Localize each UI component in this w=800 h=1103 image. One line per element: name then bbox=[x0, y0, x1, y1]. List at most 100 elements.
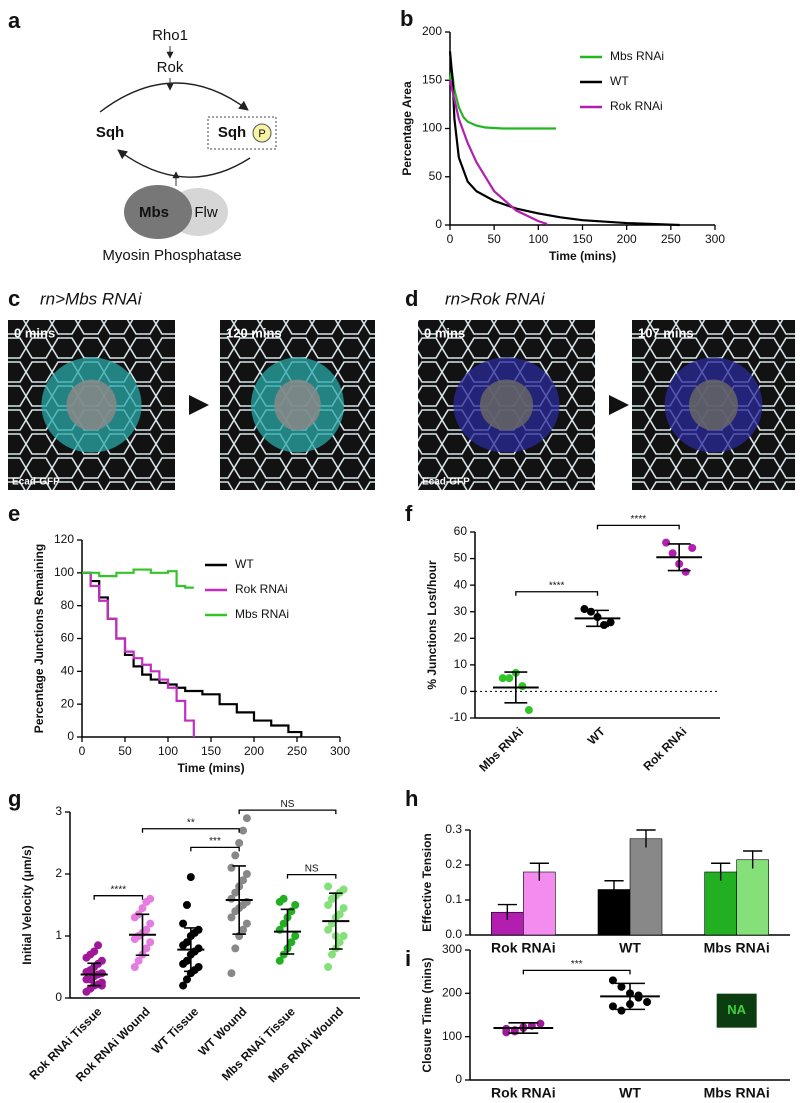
significance-bracket bbox=[286, 873, 337, 879]
y-tick-label: 200 bbox=[442, 986, 462, 1000]
x-tick-label: 150 bbox=[572, 232, 592, 246]
legend-label: Mbs RNAi bbox=[610, 49, 664, 63]
data-point bbox=[231, 888, 240, 897]
x-tick-label: WT Tissue bbox=[149, 1004, 201, 1056]
significance-bracket bbox=[238, 809, 337, 815]
panel-a: a Rho1 Rok Sqh Sqh P Mbs Flw Myosin Phos… bbox=[8, 8, 277, 264]
data-point bbox=[291, 932, 300, 940]
time-label: 0 mins bbox=[424, 325, 465, 340]
overlay bbox=[479, 379, 534, 431]
na-label: NA bbox=[727, 1002, 746, 1017]
x-tick-label: 100 bbox=[158, 744, 178, 758]
y-tick-label: 300 bbox=[442, 942, 462, 956]
panel-label: d bbox=[405, 286, 418, 311]
data-point bbox=[617, 1006, 626, 1015]
data-point bbox=[239, 876, 248, 885]
x-tick-label: 150 bbox=[201, 744, 221, 758]
x-tick-label: Rok RNAi bbox=[640, 724, 689, 773]
data-point bbox=[608, 1002, 617, 1011]
data-point bbox=[239, 826, 248, 835]
data-point bbox=[227, 913, 236, 922]
data-point bbox=[662, 538, 671, 547]
significance-label: *** bbox=[571, 959, 583, 970]
x-tick-label: 200 bbox=[244, 744, 264, 758]
stain-label: Ecad-GFP bbox=[12, 477, 60, 488]
data-point bbox=[279, 919, 288, 928]
arrow bbox=[117, 149, 251, 178]
y-tick-label: 1 bbox=[55, 928, 62, 942]
y-axis-label: Initial Velocity (μm/s) bbox=[20, 845, 34, 964]
data-point bbox=[681, 567, 690, 576]
y-tick-label: 0 bbox=[460, 684, 467, 698]
y-tick-label: 100 bbox=[54, 565, 74, 579]
data-point bbox=[287, 938, 296, 947]
data-point bbox=[231, 944, 240, 953]
y-tick-label: 3 bbox=[55, 804, 62, 818]
data-point bbox=[231, 851, 240, 860]
y-axis-label: Effective Tension bbox=[420, 833, 434, 931]
panel-label: c bbox=[8, 286, 20, 311]
data-point bbox=[242, 814, 251, 823]
y-tick-label: -10 bbox=[450, 710, 468, 724]
data-point bbox=[668, 549, 677, 558]
panel-label: i bbox=[405, 946, 411, 971]
data-point bbox=[94, 941, 103, 950]
significance-label: **** bbox=[549, 580, 565, 591]
series-line bbox=[448, 80, 548, 226]
panel-label: f bbox=[405, 501, 413, 526]
x-tick-label: 300 bbox=[705, 232, 725, 246]
data-point bbox=[194, 963, 203, 971]
data-point bbox=[142, 925, 151, 934]
data-point bbox=[194, 944, 203, 953]
y-axis-label: Closure Time (mins) bbox=[420, 957, 434, 1072]
data-point bbox=[608, 976, 617, 985]
data-point bbox=[324, 901, 333, 909]
x-axis-label: Time (mins) bbox=[549, 249, 616, 263]
data-point bbox=[242, 870, 251, 878]
data-point bbox=[339, 885, 348, 894]
panel-label: e bbox=[8, 501, 20, 526]
caption: Myosin Phosphatase bbox=[102, 247, 241, 264]
y-tick-label: 40 bbox=[61, 664, 75, 678]
arrow bbox=[189, 395, 209, 415]
y-tick-label: 2 bbox=[55, 866, 62, 880]
legend-label: Rok RNAi bbox=[610, 99, 663, 113]
legend-label: Mbs RNAi bbox=[235, 607, 289, 621]
series-line bbox=[448, 70, 556, 130]
data-point bbox=[279, 894, 288, 903]
overlay bbox=[66, 379, 117, 431]
series-line bbox=[82, 571, 303, 737]
y-tick-label: 30 bbox=[454, 604, 468, 618]
data-point bbox=[142, 944, 151, 953]
data-point bbox=[324, 925, 333, 934]
data-point bbox=[97, 981, 106, 990]
bar bbox=[736, 859, 769, 936]
significance-bracket bbox=[190, 846, 240, 852]
panel-label: h bbox=[405, 786, 418, 811]
data-point bbox=[194, 925, 203, 934]
data-point bbox=[586, 607, 595, 616]
y-tick-label: 200 bbox=[422, 24, 442, 38]
y-tick-label: 60 bbox=[454, 524, 468, 538]
y-tick-label: 50 bbox=[429, 169, 443, 183]
significance-label: NS bbox=[305, 863, 319, 874]
significance-label: *** bbox=[209, 836, 221, 847]
legend-label: WT bbox=[610, 74, 629, 88]
significance-label: NS bbox=[281, 799, 295, 810]
data-point bbox=[130, 963, 139, 971]
box bbox=[207, 116, 277, 150]
data-point bbox=[617, 982, 626, 991]
x-tick-label: 250 bbox=[287, 744, 307, 758]
x-tick-label: Mbs RNAi bbox=[704, 1085, 770, 1101]
series-line bbox=[82, 568, 194, 589]
significance-bracket bbox=[515, 591, 599, 596]
x-tick-label: WT bbox=[585, 724, 609, 748]
node: Rok bbox=[157, 59, 184, 76]
x-tick-label: WT bbox=[619, 1085, 641, 1101]
significance-bracket bbox=[141, 828, 240, 833]
y-tick-label: 60 bbox=[61, 631, 75, 645]
significance-label: **** bbox=[631, 514, 647, 525]
x-tick-label: Mbs RNAi bbox=[704, 940, 770, 956]
data-point bbox=[242, 919, 251, 928]
data-point bbox=[505, 674, 514, 683]
